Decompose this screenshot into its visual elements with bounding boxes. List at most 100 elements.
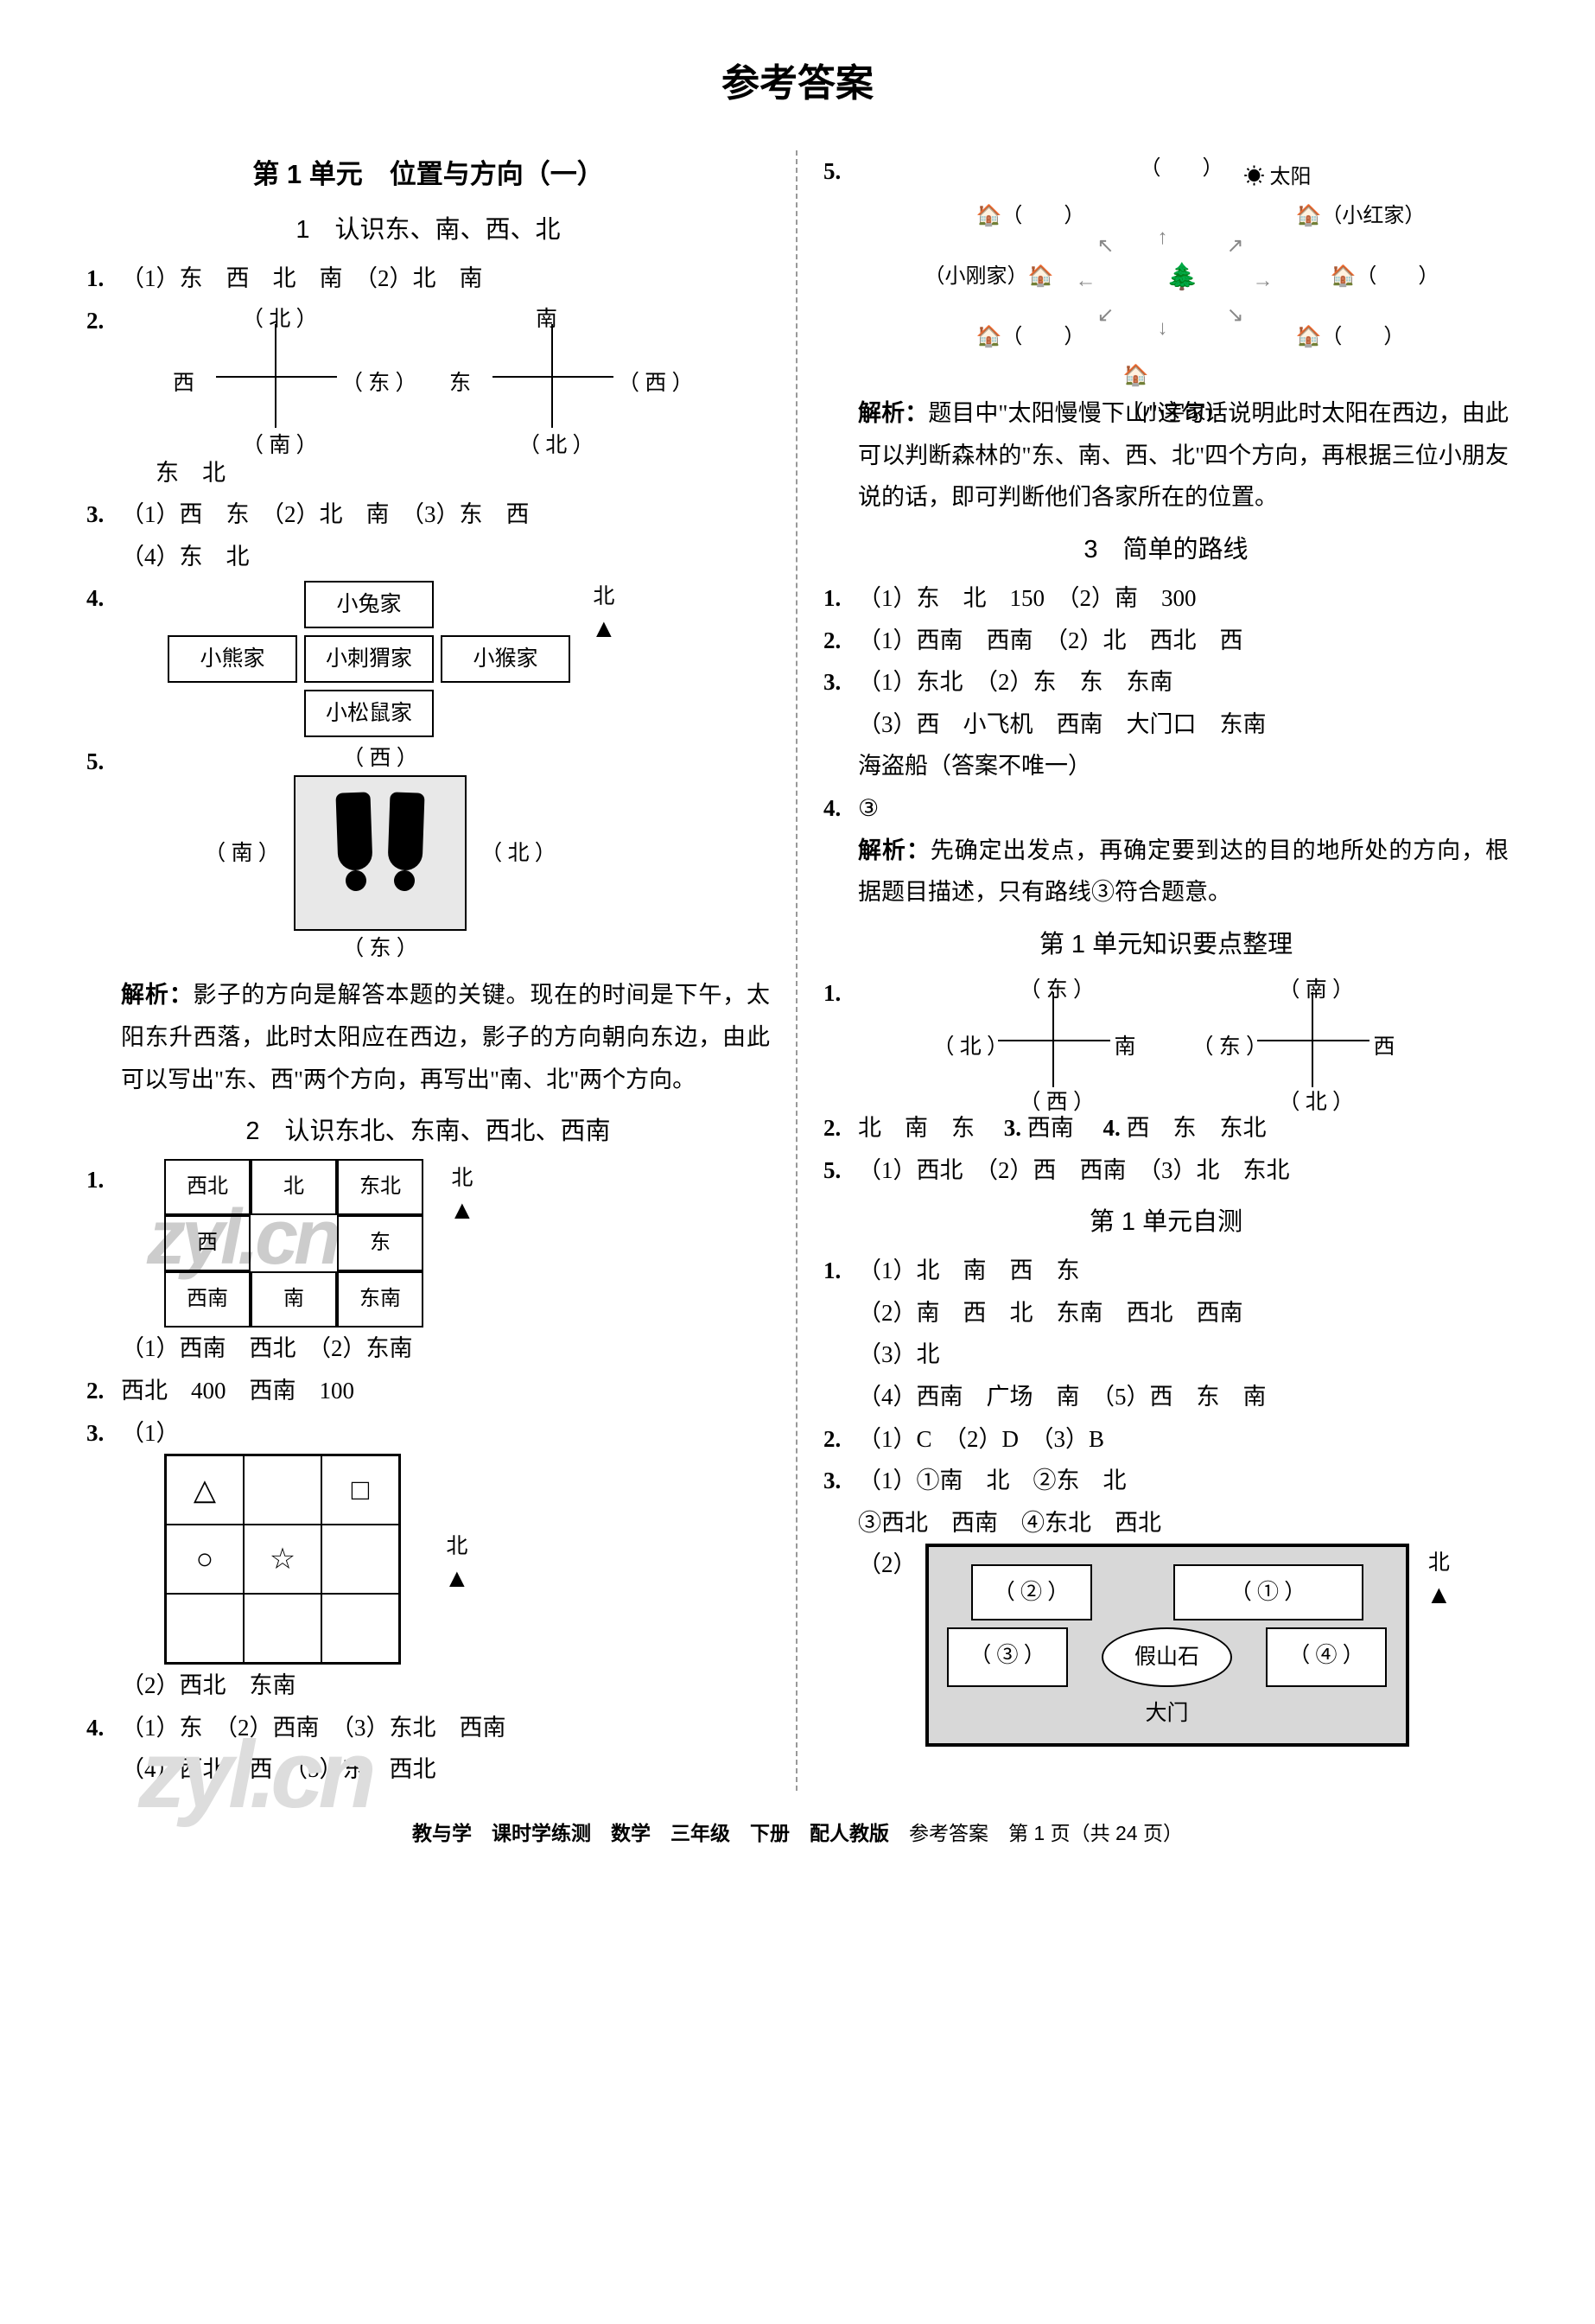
- compass-pair: （ 东 ） （ 北 ） 南 （ 西 ） （ 南 ） （ 东 ） 西 （ 北 ）: [858, 979, 1509, 1100]
- house-cell: 小松鼠家: [304, 690, 434, 737]
- q-number: 4.: [823, 787, 858, 914]
- north-label: 北: [444, 1527, 470, 1566]
- answer-text: 西北 400 西南 100: [121, 1370, 770, 1412]
- north-arrow-icon: ▲: [591, 616, 617, 642]
- r-q5: 5. 🌲 （ ） ☀ 太阳 🏠（小红家） 🏠（ ） 🏠（ ） 🏠（小宇家） 🏠（…: [823, 150, 1509, 519]
- section-2-title: 2 认识东北、东南、西北、西南: [86, 1109, 770, 1154]
- north-arrow-icon: ▲: [449, 1198, 475, 1224]
- page-title: 参考答案: [86, 52, 1509, 107]
- section-3-title: 3 简单的路线: [823, 527, 1509, 572]
- right-column: 5. 🌲 （ ） ☀ 太阳 🏠（小红家） 🏠（ ） 🏠（ ） 🏠（小宇家） 🏠（…: [798, 150, 1509, 1791]
- s2-q1: 1. zyl.cn 西北 北 东北 西 东 西南 南 东南: [86, 1159, 770, 1370]
- dir-label: （ 南 ）: [1279, 971, 1355, 1009]
- section-1-title: 1 认识东、南、西、北: [86, 207, 770, 252]
- north-label: 北: [449, 1159, 475, 1198]
- analysis-text: 先确定出发点，再确定要到达的目的地所处的方向，根据题目描述，只有路线③符合题意。: [858, 837, 1509, 906]
- answer-text: （2）西北 东南: [121, 1665, 770, 1707]
- answer-text: （1）C （2）D （3）B: [858, 1418, 1509, 1461]
- house-cell: 小兔家: [304, 581, 434, 628]
- analysis-label: 解析：: [121, 982, 194, 1008]
- garden-diagram: （ ② ） （ ① ） （ ③ ） 假山石 （ ④ ） 大门 北: [925, 1544, 1452, 1747]
- q-number: 4.: [86, 1707, 121, 1791]
- q-number: 1.: [823, 577, 858, 620]
- answer-text: 北 南 东: [858, 1115, 998, 1141]
- garden-rock: 假山石: [1102, 1627, 1232, 1687]
- q2: 2. （ 北 ） 西 （ 东 ） （ 南 ） 南 东 （ 西 ）: [86, 300, 770, 494]
- t-q2: 2.（1）C （2）D （3）B: [823, 1418, 1509, 1461]
- dir-label: （ 东 ）: [1020, 971, 1096, 1009]
- analysis-block: 解析：影子的方向是解答本题的关键。现在的时间是下午，太阳东升西落，此时太阳应在西…: [121, 974, 770, 1100]
- footer-rest: 参考答案 第 1 页（共 24 页）: [889, 1822, 1183, 1844]
- q1: 1. （1）东 西 北 南 （2）北 南: [86, 258, 770, 300]
- arrow-icon: ↗: [1227, 228, 1244, 265]
- q-number: 3.: [86, 493, 121, 577]
- blank-label: 🏠（ ）: [976, 319, 1085, 356]
- unit-title: 第 1 单元 位置与方向（一）: [86, 150, 770, 199]
- garden-slot: （ ① ）: [1173, 1564, 1363, 1620]
- answer-text: （1）东 西 北 南 （2）北 南: [121, 258, 770, 300]
- q-number: 2.: [86, 1370, 121, 1412]
- shape-cell: [321, 1525, 399, 1594]
- dir-label: （ 南 ）: [204, 834, 280, 873]
- eight-direction-grid: zyl.cn 西北 北 东北 西 东 西南 南 东南 北 ▲: [164, 1159, 770, 1328]
- arrow-icon: ↙: [1097, 297, 1115, 334]
- t-q1: 1. （1）北 南 西 东 （2）南 西 北 东南 西北 西南 （3）北 （4）…: [823, 1250, 1509, 1417]
- q3: 3. （1）西 东 （2）北 南 （3）东 西 （4）东 北: [86, 493, 770, 577]
- blank-label: （ ）: [1141, 150, 1223, 188]
- s3-q2: 2.（1）西南 西南 （2）北 西北 西: [823, 620, 1509, 662]
- shape-cell: ☆: [244, 1525, 321, 1594]
- q-number: 1.: [823, 972, 858, 1107]
- q4: 4. 小兔家 小熊家 小刺猬家 小猴家 小松鼠家 北 ▲: [86, 577, 770, 741]
- answer-text: （1）: [121, 1420, 180, 1446]
- dir-cell: 东: [337, 1215, 423, 1271]
- rev-q2-4: 2. 北 南 东 3. 西南 4. 西 东 东北: [823, 1107, 1509, 1149]
- dir-cell: 东南: [337, 1271, 423, 1328]
- dir-cell: 南: [251, 1271, 337, 1328]
- dir-cell: 西北: [164, 1159, 251, 1215]
- north-arrow-icon: ▲: [1427, 1582, 1452, 1608]
- answer-text: （1）西北 （2）西 西南 （3）北 东北: [858, 1149, 1509, 1192]
- answer-text: （4）西北 西 （5）东 西北: [121, 1748, 770, 1791]
- review-title: 第 1 单元知识要点整理: [823, 922, 1509, 967]
- answer-text: （1）北 南 西 东: [858, 1250, 1509, 1292]
- q-number: 1.: [823, 1250, 858, 1417]
- dir-label: （ 西 ）: [1020, 1083, 1096, 1122]
- s3-q1: 1.（1）东 北 150 （2）南 300: [823, 577, 1509, 620]
- dir-cell: 东北: [337, 1159, 423, 1215]
- rev-q1: 1. （ 东 ） （ 北 ） 南 （ 西 ） （ 南 ） （ 东 ） 西: [823, 972, 1509, 1107]
- answer-text: ③西北 西南 ④东北 西北: [858, 1502, 1509, 1544]
- analysis-label: 解析：: [858, 837, 931, 863]
- north-indicator: 北 ▲: [449, 1159, 475, 1224]
- shadow-diagram: （ 西 ） （ 南 ） （ 北 ） （ 东 ）: [190, 741, 770, 965]
- garden-slot: （ ② ）: [971, 1564, 1092, 1620]
- dir-label: 西: [1374, 1028, 1395, 1066]
- q-number: 5.: [823, 150, 858, 519]
- answer-text: ③: [858, 787, 1509, 830]
- compass-diagram: 南 东 （ 西 ） （ 北 ）: [441, 307, 665, 445]
- dir-cell: 西南: [164, 1271, 251, 1328]
- house-cell: 小刺猬家: [304, 635, 434, 683]
- shape-cell: [321, 1594, 399, 1663]
- dir-cell: 西: [164, 1215, 251, 1271]
- dir-label: 东: [449, 364, 471, 403]
- q5: 5. （ 西 ） （ 南 ） （ 北 ） （ 东 ）: [86, 741, 770, 1100]
- dir-label: （ 东 ）: [341, 364, 417, 403]
- q-number: 4.: [86, 577, 121, 741]
- north-indicator: 北 ▲: [444, 1527, 470, 1592]
- q-number: 2.: [823, 1418, 858, 1461]
- garden-slot: （ ④ ）: [1266, 1627, 1387, 1687]
- q-number: 5.: [86, 741, 121, 1100]
- dir-label: 南: [1115, 1028, 1136, 1066]
- garden-slot: （ ③ ）: [947, 1627, 1068, 1687]
- shape-grid: △ □ ○ ☆: [164, 1454, 401, 1665]
- dir-label: （ 西 ）: [618, 364, 694, 403]
- dir-label: （ 南 ）: [242, 426, 318, 465]
- north-label: 北: [591, 577, 617, 616]
- answer-text: （1）东 （2）西南 （3）东北 西南: [121, 1707, 770, 1749]
- answer-text: （2）南 西 北 东南 西北 西南: [858, 1292, 1509, 1334]
- compass-diagram: （ 东 ） （ 北 ） 南 （ 西 ）: [950, 979, 1158, 1100]
- dir-label: （ 北 ）: [1279, 1083, 1355, 1122]
- arrow-icon: →: [1253, 263, 1274, 300]
- arrow-icon: ↑: [1158, 220, 1168, 257]
- answer-text: （3）西 小飞机 西南 大门口 东南: [858, 704, 1509, 746]
